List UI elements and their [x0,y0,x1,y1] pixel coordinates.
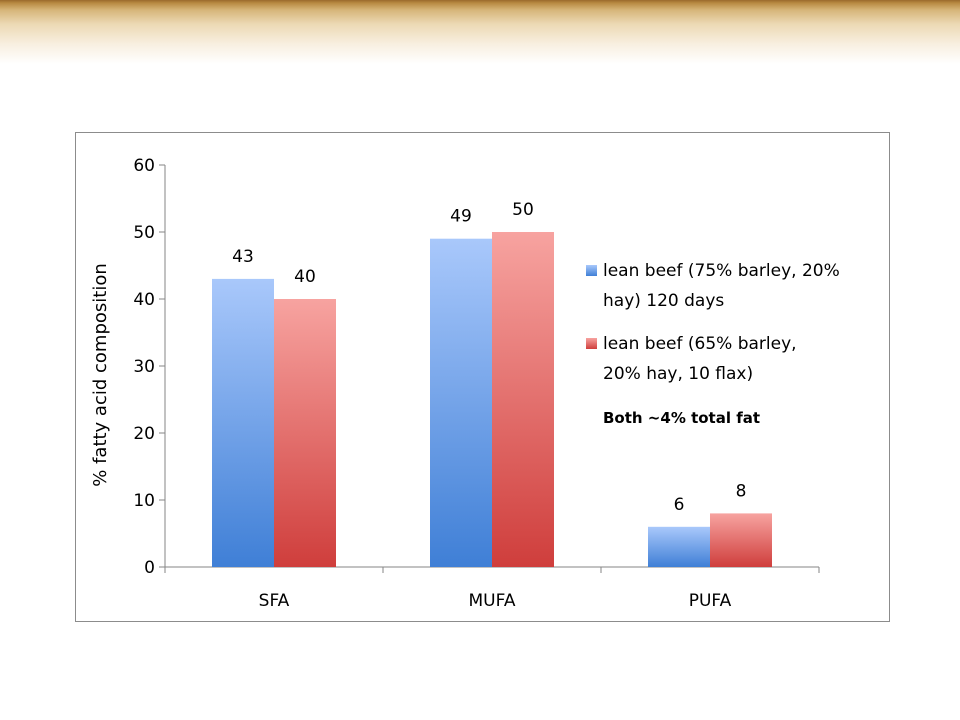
bar [710,513,772,567]
y-tick-label: 30 [133,357,155,377]
y-tick-label: 50 [133,223,155,243]
bar [648,526,710,567]
legend-swatch [586,338,597,349]
bar [492,232,554,567]
y-tick-label: 20 [133,424,155,444]
chart-frame: 0 10 20 30 40 50 60 SFA MUFA PUFA 43 49 6 40 50 8 % fa… [75,132,890,622]
bar-chart: 0 10 20 30 40 50 60 SFA MUFA PUFA 43 49 6 40 50 8 % fa… [90,156,840,611]
legend-swatch [586,265,597,276]
data-label: 43 [232,247,254,267]
data-label: 8 [736,481,747,501]
data-label: 49 [450,207,472,227]
bar [212,278,274,567]
x-tick-label: SFA [259,591,290,611]
data-label: 40 [294,267,316,287]
bar [430,238,492,567]
y-axis-label: % fatty acid composition [90,263,111,487]
legend-label: lean beef (65% barley, 20% hay, 10 flax) [603,334,797,384]
y-tick-label: 40 [133,290,155,310]
data-label: 50 [512,200,534,220]
total-fat-annotation: Both ~4% total fat [603,409,760,427]
y-tick-label: 60 [133,156,155,176]
axes: 0 10 20 30 40 50 60 SFA MUFA PUFA [133,156,820,611]
x-tick-label: MUFA [469,591,516,611]
legend-label: lean beef (75% barley, 20% hay) 120 days [603,261,840,311]
y-tick-label: 10 [133,491,155,511]
data-labels: 43 49 6 40 50 8 [232,200,746,515]
legend: lean beef (75% barley, 20% hay) 120 days l… [586,261,840,384]
x-tick-label: PUFA [689,591,732,611]
data-label: 6 [674,495,685,515]
bars [212,232,772,567]
header-band [0,0,960,64]
bar [274,299,336,567]
y-tick-label: 0 [144,558,155,578]
